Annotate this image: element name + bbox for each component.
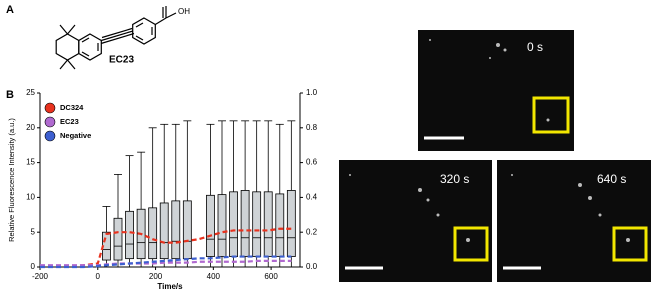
image-label: 320 s <box>440 172 469 186</box>
box <box>148 207 158 260</box>
image-label: 0 s <box>527 40 543 54</box>
box <box>171 200 181 260</box>
image-label: 640 s <box>597 172 626 186</box>
y-tick-label: 20 <box>26 123 35 132</box>
box <box>125 210 134 260</box>
series-line <box>40 259 292 267</box>
panel-label: A <box>6 4 14 16</box>
series-line <box>40 255 292 269</box>
y-tick-label: 5 <box>31 227 36 236</box>
y-tick-label: 10 <box>26 193 35 202</box>
box <box>182 200 192 260</box>
y-axis-label: Relative Fluorescence Intensity (a.u.) <box>7 118 16 242</box>
compound-name: EC23 <box>109 55 134 66</box>
box <box>252 191 262 257</box>
y2-tick-label: 0.0 <box>306 262 318 271</box>
y2-tick-label: 0.8 <box>306 123 318 132</box>
box <box>217 194 227 257</box>
legend-marker <box>44 130 56 142</box>
box <box>275 193 285 257</box>
box <box>113 217 123 261</box>
box <box>206 194 215 257</box>
box <box>286 190 296 257</box>
x-tick-label: 600 <box>264 272 278 281</box>
x-axis-label: Time/s <box>157 282 183 291</box>
y-tick-label: 0 <box>31 262 36 271</box>
box <box>159 202 169 260</box>
x-tick-label: 200 <box>149 272 163 281</box>
y2-tick-label: 0.4 <box>306 193 318 202</box>
y2-tick-label: 0.2 <box>306 227 318 236</box>
structure-group: OH <box>178 7 190 16</box>
microscopy-images <box>339 30 651 282</box>
legend-label: EC23 <box>60 117 79 126</box>
y2-tick-label: 0.6 <box>306 158 318 167</box>
box <box>240 190 250 257</box>
x-tick-label: 0 <box>96 272 101 281</box>
chemical-structure <box>55 6 177 70</box>
x-tick-label: 400 <box>207 272 221 281</box>
legend-marker <box>44 116 56 128</box>
panel-label: B <box>6 89 14 101</box>
legend-marker <box>44 102 56 114</box>
y-tick-label: 15 <box>26 158 35 167</box>
legend-label: DC324 <box>60 103 84 112</box>
y2-tick-label: 1.0 <box>306 88 318 97</box>
legend-label: Negative <box>60 131 91 140</box>
y-tick-label: 25 <box>26 88 35 97</box>
x-tick-label: -200 <box>32 272 49 281</box>
box <box>229 191 238 257</box>
box <box>263 191 273 257</box>
